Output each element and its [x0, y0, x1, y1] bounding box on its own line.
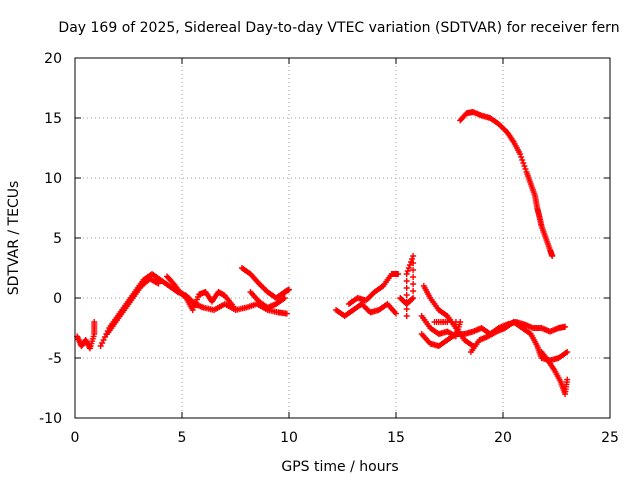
data-point	[519, 157, 526, 163]
data-point	[410, 274, 417, 280]
data-point	[410, 281, 417, 287]
y-tick-label: 20	[44, 51, 62, 67]
series-arc-e	[238, 265, 292, 301]
y-tick-label: 10	[44, 171, 62, 187]
data-point	[407, 259, 414, 265]
data-point	[395, 271, 402, 277]
series-arc-g	[333, 301, 399, 319]
y-tick-label: -5	[48, 351, 62, 367]
data-point	[403, 306, 410, 312]
data-point	[410, 295, 417, 301]
data-point	[564, 376, 571, 383]
series-arc-k	[420, 283, 477, 349]
y-tick-label: 5	[53, 231, 62, 247]
series-arc-o	[457, 109, 556, 259]
data-point	[522, 166, 529, 172]
series-arc-f	[247, 289, 288, 311]
y-axis-label: SDTVAR / TECUs	[6, 181, 22, 296]
data-points	[74, 109, 571, 397]
x-tick-label: 5	[178, 430, 187, 446]
series-arc-n	[538, 349, 571, 397]
data-point	[403, 278, 410, 284]
data-point	[393, 310, 399, 317]
data-point	[517, 151, 524, 157]
data-point	[410, 267, 417, 273]
data-point	[518, 154, 525, 160]
data-point	[564, 349, 571, 355]
data-point	[562, 323, 569, 330]
x-axis-label: GPS time / hours	[281, 459, 398, 475]
series-arc-i	[397, 253, 417, 319]
grid-lines	[75, 58, 610, 418]
y-tick-label: -10	[39, 411, 62, 427]
x-tick-label: 20	[494, 430, 512, 446]
chart-title: Day 169 of 2025, Sidereal Day-to-day VTE…	[58, 20, 619, 36]
series-arc-d	[164, 273, 237, 313]
series-arc-m	[467, 319, 571, 364]
data-point	[549, 253, 556, 259]
data-point	[155, 280, 162, 287]
axis-ticks: 0 5 10 15 20 25 -10 -5 0 5 10 15 20	[39, 51, 619, 446]
data-point	[403, 292, 410, 298]
data-point	[521, 163, 528, 169]
x-tick-label: 25	[601, 430, 619, 446]
data-point	[286, 286, 292, 293]
data-point	[409, 256, 416, 262]
data-point	[91, 319, 98, 325]
data-point	[403, 299, 410, 305]
data-point	[230, 303, 237, 310]
data-point	[409, 296, 416, 302]
data-point	[404, 268, 411, 274]
data-point	[403, 271, 410, 277]
series-arc-h	[345, 271, 402, 307]
data-point	[405, 265, 412, 271]
data-point	[520, 160, 527, 166]
data-point	[410, 253, 417, 259]
data-point	[403, 285, 410, 291]
x-tick-label: 15	[387, 430, 405, 446]
y-tick-label: 0	[53, 291, 62, 307]
x-tick-label: 0	[71, 430, 80, 446]
data-point	[403, 313, 410, 319]
series-arc-a	[74, 319, 98, 352]
y-tick-label: 15	[44, 111, 62, 127]
data-point	[281, 295, 288, 301]
data-point	[283, 310, 290, 317]
x-tick-label: 10	[280, 430, 298, 446]
series-arc-c	[104, 275, 162, 337]
data-point	[410, 288, 417, 294]
data-point	[406, 262, 413, 268]
